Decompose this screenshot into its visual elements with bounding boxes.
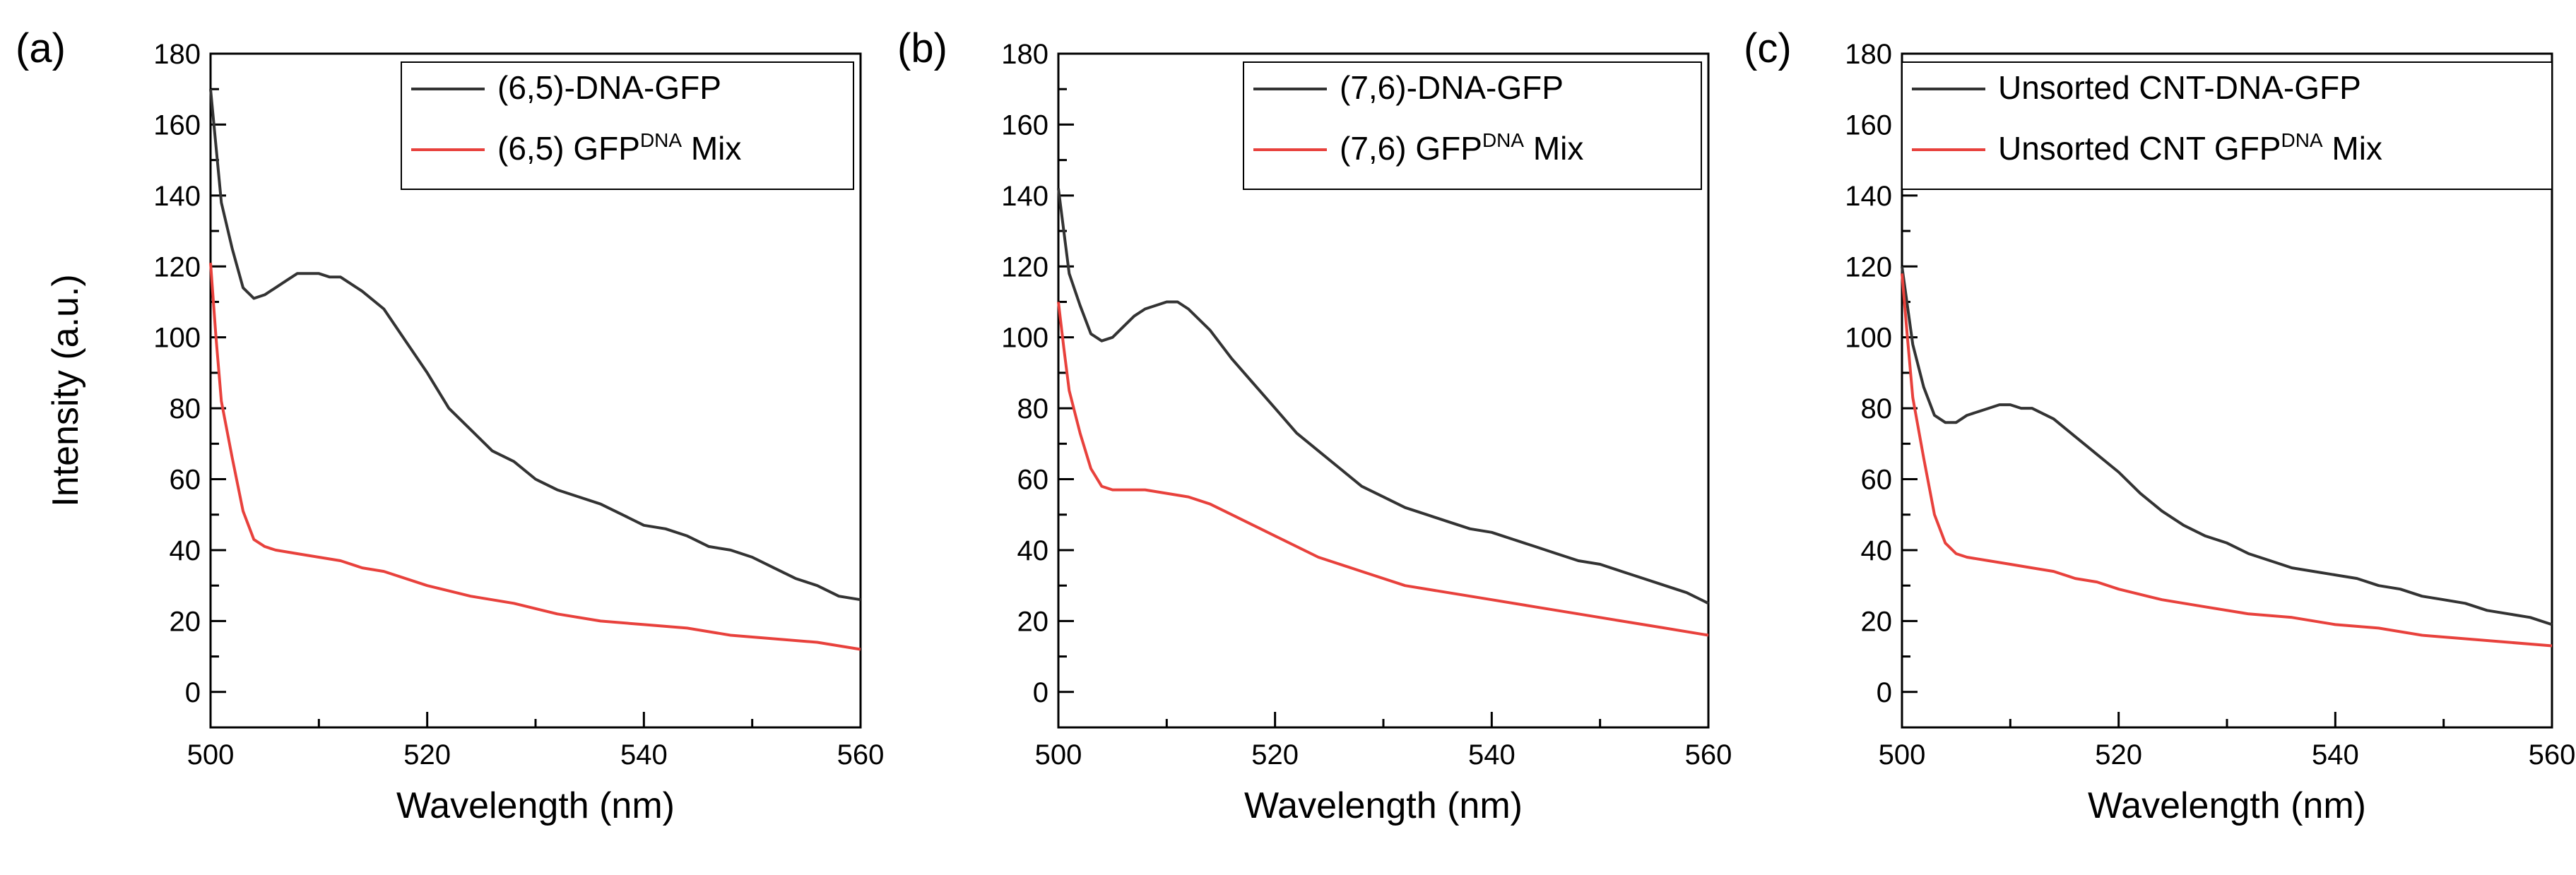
y-axis-title: Intensity (a.u.) (45, 274, 86, 506)
y-tick-label: 160 (1001, 109, 1048, 141)
legend-label: (6,5) GFPDNA Mix (497, 129, 741, 167)
series-line-gray (1901, 266, 2553, 626)
legend-label-main: (6,5) GFP (497, 130, 640, 167)
x-tick-label: 500 (1879, 739, 1926, 770)
series-line-red (1057, 302, 1709, 637)
series-line-red (1901, 273, 2553, 648)
legend-label: (6,5)-DNA-GFP (497, 69, 721, 106)
y-tick-label: 20 (1017, 606, 1049, 637)
y-tick-label: 140 (153, 181, 201, 212)
y-tick-label: 120 (1001, 251, 1048, 282)
y-tick-label: 80 (170, 393, 201, 424)
y-tick-label: 60 (170, 465, 201, 496)
x-axis-title: Wavelength (nm) (1244, 785, 1523, 826)
y-tick-label: 0 (1877, 677, 1892, 708)
legend-label-suffix: Mix (682, 130, 741, 167)
y-tick-label: 120 (1845, 251, 1892, 282)
legend-label-main: (7,6) GFP (1340, 130, 1482, 167)
y-tick-label: 20 (1861, 606, 1893, 637)
x-tick-label: 500 (1035, 739, 1082, 770)
legend-label-main: Unsorted CNT-DNA-GFP (1998, 69, 2361, 106)
y-tick-label: 40 (1017, 535, 1049, 566)
y-tick-label: 160 (1845, 109, 1892, 141)
y-tick-label: 100 (1001, 323, 1048, 354)
legend-box (401, 61, 854, 190)
legend: (6,5)-DNA-GFP (6,5) GFPDNA Mix (401, 61, 854, 190)
legend-label: (7,6) GFPDNA Mix (1340, 129, 1583, 167)
y-tick-label: 60 (1017, 465, 1049, 496)
y-tick-label: 160 (153, 109, 201, 141)
x-tick-label: 520 (403, 739, 451, 770)
y-tick-label: 0 (1033, 677, 1048, 708)
legend-label-suffix: Mix (1524, 130, 1583, 167)
y-tick-label: 100 (153, 323, 201, 354)
y-tick-label: 60 (1861, 465, 1893, 496)
legend: (7,6)-DNA-GFP (7,6) GFPDNA Mix (1243, 61, 1702, 190)
y-tick-label: 180 (1845, 39, 1892, 70)
series-line-red (209, 263, 861, 651)
x-axis-title: Wavelength (nm) (2088, 785, 2366, 826)
x-tick-label: 520 (1251, 739, 1299, 770)
y-tick-label: 80 (1861, 393, 1893, 424)
legend-label: (7,6)-DNA-GFP (1340, 69, 1564, 106)
series-line-gray (1057, 188, 1709, 605)
legend-label-suffix: Mix (2323, 130, 2382, 167)
x-tick-label: 560 (2529, 739, 2576, 770)
y-tick-label: 40 (170, 535, 201, 566)
y-tick-label: 180 (153, 39, 201, 70)
legend-label-main: Unsorted CNT GFP (1998, 130, 2281, 167)
y-tick-label: 80 (1017, 393, 1049, 424)
x-tick-label: 540 (1468, 739, 1516, 770)
y-tick-label: 40 (1861, 535, 1893, 566)
y-tick-label: 100 (1845, 323, 1892, 354)
x-axis-title: Wavelength (nm) (396, 785, 675, 826)
panel-letter: (b) (897, 25, 947, 71)
legend-label: Unsorted CNT-DNA-GFP (1998, 69, 2361, 106)
legend: Unsorted CNT-DNA-GFP Unsorted CNT GFPDNA … (1901, 61, 2553, 190)
y-tick-label: 140 (1001, 181, 1048, 212)
x-tick-label: 500 (187, 739, 235, 770)
panel-letter: (c) (1744, 25, 1792, 71)
y-tick-label: 120 (153, 251, 201, 282)
legend-label-sup: DNA (640, 129, 682, 151)
legend-label-main: (7,6)-DNA-GFP (1340, 69, 1564, 106)
legend-box (1243, 61, 1702, 190)
legend-label-sup: DNA (1482, 129, 1524, 151)
y-tick-label: 140 (1845, 181, 1892, 212)
y-tick-label: 0 (185, 677, 201, 708)
x-tick-label: 560 (1685, 739, 1732, 770)
panel-a: (a) 0 20 40 60 80 100 120 140 160 180 500 520 540 560 W… (16, 25, 884, 826)
legend-label-main: (6,5)-DNA-GFP (497, 69, 721, 106)
x-tick-label: 540 (2312, 739, 2359, 770)
panel-letter: (a) (16, 25, 66, 71)
legend-label-sup: DNA (2281, 129, 2322, 151)
x-tick-label: 540 (620, 739, 668, 770)
series-line-gray (209, 89, 861, 602)
legend-label: Unsorted CNT GFPDNA Mix (1998, 129, 2382, 167)
panel-c: (c) 0 20 40 60 80 100 120 140 160 180 500 520 540 560 W… (1744, 25, 2575, 826)
x-tick-label: 520 (2095, 739, 2142, 770)
y-tick-label: 180 (1001, 39, 1048, 70)
panel-b: (b) 0 20 40 60 80 100 120 140 160 180 500 520 540 560 W… (897, 25, 1732, 826)
y-tick-label: 20 (170, 606, 201, 637)
legend-box (1901, 61, 2553, 190)
x-tick-label: 560 (837, 739, 885, 770)
